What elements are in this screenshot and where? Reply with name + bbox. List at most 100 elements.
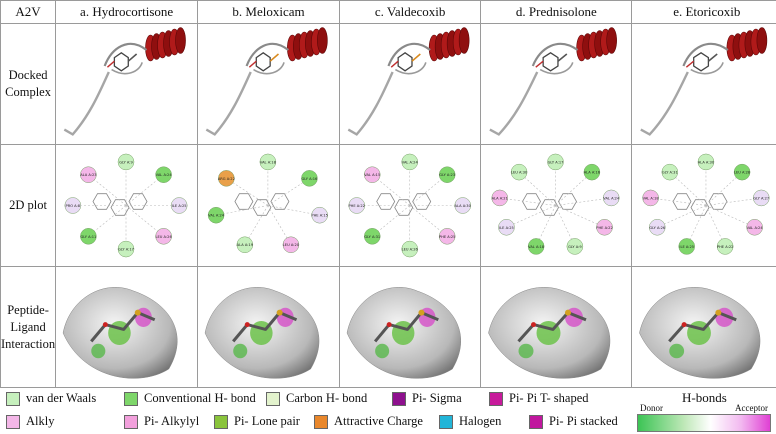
residue-node: VAL A:24 — [207, 206, 225, 224]
residue-label: ILE A:25 — [172, 204, 187, 208]
ligand-structure — [92, 193, 148, 216]
helix-icon — [726, 27, 768, 62]
residue-label: ALA A:21 — [492, 196, 508, 200]
helix-icon — [576, 27, 618, 62]
legend-swatch — [6, 414, 20, 429]
legend-item: Pi- Pi T- shaped — [489, 391, 589, 406]
legend-label: Pi- Pi stacked — [549, 414, 618, 428]
residue-node: LEU A:30 — [511, 163, 528, 181]
protein-surface — [488, 287, 611, 379]
ligand-stick-icon — [373, 309, 439, 343]
ligand-stick-icon — [90, 309, 156, 343]
residue-node: VAL A:24 — [746, 219, 764, 236]
col-header-etoricoxib: e. Etoricoxib — [631, 0, 776, 24]
residue-node: ALA A:30 — [454, 197, 471, 214]
residue-label: ALA A:23 — [80, 173, 96, 177]
legend-label: Conventional H- bond — [144, 391, 256, 405]
ligand-icon — [686, 52, 719, 72]
residue-node: GLY A:16 — [301, 170, 318, 187]
residue-node: ALA A:16 — [583, 163, 601, 181]
residue-label: VAL A:24 — [402, 160, 419, 164]
helix-icon — [428, 27, 470, 62]
hbonds-acceptor-label: Acceptor — [735, 403, 768, 413]
docked-complex-c — [338, 23, 482, 145]
residue-label: GLY A:11 — [81, 235, 97, 239]
residue-label: ALA A:16 — [584, 171, 601, 175]
col-header-meloxicam: b. Meloxicam — [197, 0, 340, 24]
row-label-2d-plot: 2D plot — [0, 144, 57, 267]
legend-label: Pi- Pi T- shaped — [509, 391, 589, 405]
surface-svg — [488, 287, 611, 379]
ligand-stick-icon — [517, 309, 587, 343]
residue-label: VAL A:15 — [364, 173, 380, 177]
ligand-structure — [376, 193, 432, 216]
residue-node: VAL A:18 — [642, 189, 660, 207]
comparison-table: A2V a. Hydrocortisone b. Meloxicam c. Va… — [0, 0, 776, 388]
docked-complex-svg — [63, 27, 186, 136]
residue-label: VAL A:18 — [260, 160, 277, 164]
residue-label: ILE A:25 — [499, 226, 514, 230]
interaction-surface-e — [631, 266, 776, 388]
plot-2d-d: GLY A:17 ALA A:16 VAL A:24 PHE A:22 GLY A:9 V… — [480, 144, 633, 267]
residue-node: PHE A:22 — [596, 219, 614, 236]
ligand-stick-icon — [232, 309, 298, 343]
legend-label: Attractive Charge — [334, 414, 423, 428]
interaction-surface-d — [480, 266, 633, 388]
legend-swatch — [124, 414, 138, 429]
residue-node: VAL A:18 — [259, 153, 277, 171]
residue-label: GLY A:26 — [650, 226, 667, 230]
corner-label: A2V — [0, 0, 57, 24]
residue-label: LEU A:26 — [156, 235, 173, 239]
residue-label: GLY A:23 — [439, 173, 455, 177]
residue-label: VAL A:24 — [208, 214, 225, 218]
legend-label: Halogen — [459, 414, 502, 428]
residue-label: PHE A:22 — [597, 226, 613, 230]
residue-node: ARG A:22 — [218, 170, 235, 187]
residue-label: VAL A:24 — [156, 173, 173, 177]
residue-label: PHE A:22 — [717, 245, 733, 249]
residue-node: GLY A:31 — [363, 228, 381, 245]
residue-label: ALA A:30 — [454, 204, 471, 208]
interaction-plot-svg: GLY A:9 VAL A:24 ILE A:25 LEU A:26 GLY A:17 G… — [64, 153, 188, 258]
col-header-prednisolone: d. Prednisolone — [480, 0, 633, 24]
residue-label: LEU A:26 — [402, 248, 419, 252]
legend-item: Halogen — [439, 414, 501, 429]
ligand-structure — [234, 193, 290, 216]
legend: van der Waals Conventional H- bond Carbo… — [0, 387, 776, 434]
surface-svg — [346, 287, 461, 379]
protein-surface — [204, 287, 320, 379]
plot-2d-e: ALA A:30 LEU A:28 GLY A:27 VAL A:24 PHE A:22… — [631, 144, 776, 267]
residue-label: LEU A:20 — [283, 243, 300, 247]
interaction-surface-b — [197, 266, 340, 388]
interaction-surface-a — [55, 266, 199, 388]
legend-label: Pi- Alkylyl — [144, 414, 200, 428]
ligand-stick-icon — [668, 309, 738, 343]
residue-label: PHE A:15 — [312, 214, 328, 218]
residue-node: ILE A:25 — [171, 197, 188, 214]
residue-label: PHE A:25 — [439, 235, 455, 239]
residue-label: GLY A:9 — [119, 160, 133, 164]
interaction-surface-c — [338, 266, 482, 388]
residue-node: LEU A:26 — [155, 228, 173, 245]
residue-node: VAL A:24 — [401, 153, 419, 171]
residue-node: VAL A:18 — [528, 238, 545, 255]
legend-label: Alkly — [26, 414, 55, 428]
residue-label: ALA A:19 — [237, 243, 254, 247]
residue-node: VAL A:24 — [603, 189, 620, 207]
surface-svg — [62, 287, 178, 379]
legend-swatch — [529, 414, 543, 429]
residue-label: GLY A:17 — [548, 160, 564, 164]
legend-swatch — [266, 391, 280, 406]
docked-complex-svg — [489, 27, 618, 136]
residue-label: GLY A:27 — [754, 196, 770, 200]
plot-2d-c: VAL A:24 GLY A:23 ALA A:30 PHE A:25 LEU A:26… — [338, 144, 482, 267]
docked-complex-svg — [205, 27, 328, 136]
residue-label: LEU A:28 — [734, 171, 751, 175]
legend-item: Pi- Sigma — [392, 391, 462, 406]
residue-node: ALA A:30 — [698, 153, 715, 171]
residue-label: VAL A:24 — [747, 226, 764, 230]
legend-label: Pi- Lone pair — [234, 414, 300, 428]
legend-label: Carbon H- bond — [286, 391, 368, 405]
residue-node: PHE A:22 — [348, 197, 365, 214]
residue-node: GLY A:11 — [80, 228, 97, 245]
